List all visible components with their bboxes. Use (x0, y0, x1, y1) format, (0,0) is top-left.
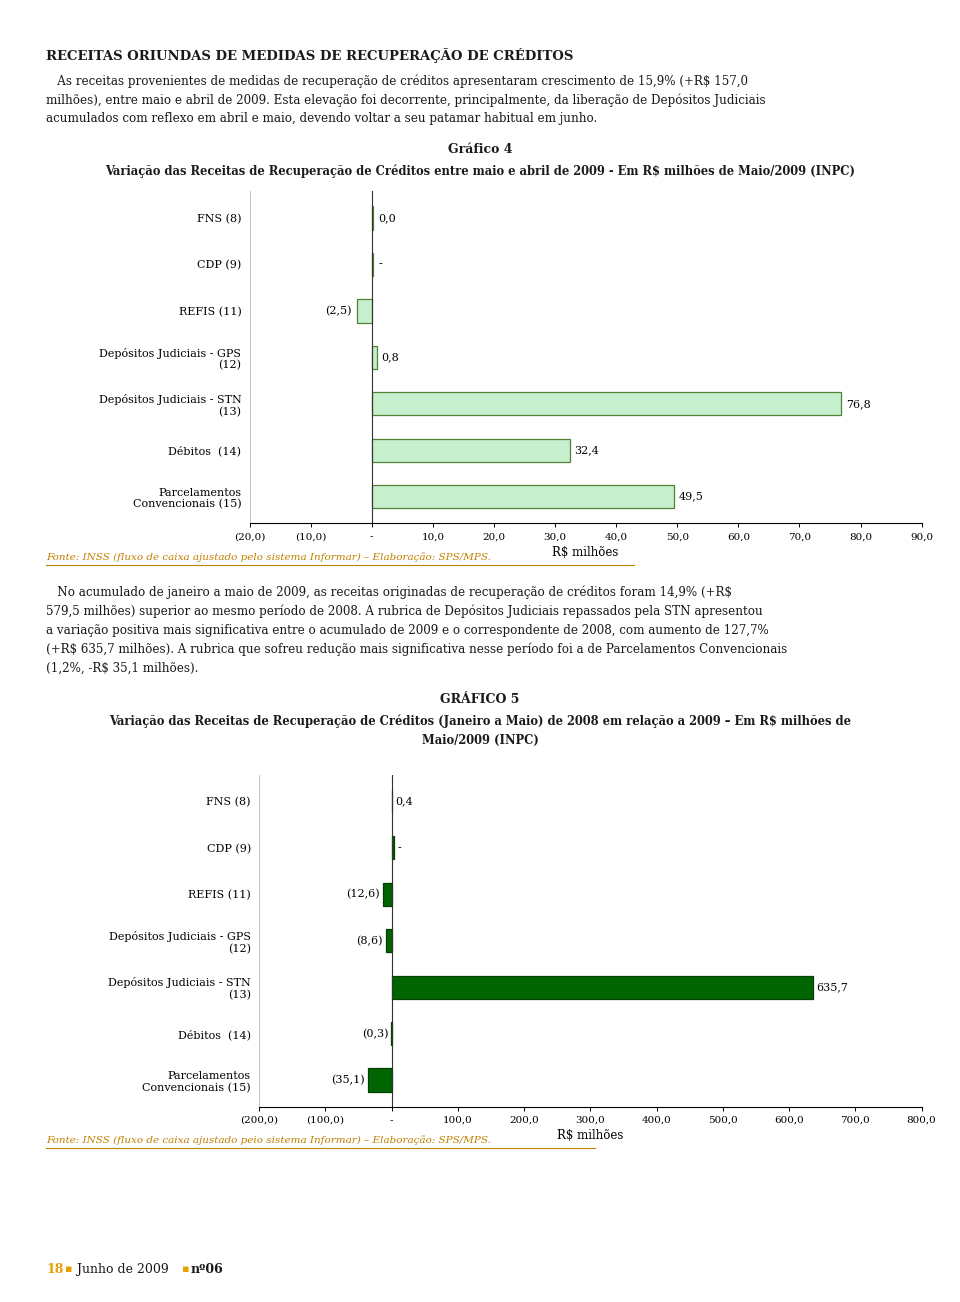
Text: No acumulado de janeiro a maio de 2009, as receitas originadas de recuperação de: No acumulado de janeiro a maio de 2009, … (46, 586, 732, 599)
Text: As receitas provenientes de medidas de recuperação de créditos apresentaram cres: As receitas provenientes de medidas de r… (46, 74, 748, 87)
Bar (372, 392, 841, 415)
Bar (372, 486, 674, 508)
Text: a variação positiva mais significativa entre o acumulado de 2009 e o corresponde: a variação positiva mais significativa e… (46, 624, 769, 637)
Text: (0,3): (0,3) (362, 1029, 388, 1039)
Text: (12,6): (12,6) (347, 889, 380, 900)
Text: 0,0: 0,0 (378, 214, 396, 223)
Text: 18: 18 (46, 1263, 63, 1276)
Text: Fonte: INSS (fluxo de caixa ajustado pelo sistema Informar) – Elaboração: SPS/MP: Fonte: INSS (fluxo de caixa ajustado pel… (46, 552, 491, 562)
Bar (392, 975, 813, 999)
Text: 635,7: 635,7 (816, 982, 848, 992)
Text: (+R$ 635,7 milhões). A rubrica que sofreu redução mais significativa nesse perío: (+R$ 635,7 milhões). A rubrica que sofre… (46, 643, 787, 656)
Bar (372, 253, 373, 276)
Text: (35,1): (35,1) (331, 1075, 365, 1085)
Bar (369, 1069, 392, 1091)
Text: (1,2%, -R$ 35,1 milhões).: (1,2%, -R$ 35,1 milhões). (46, 661, 199, 674)
Text: 579,5 milhões) superior ao mesmo período de 2008. A rubrica de Depósitos Judicia: 579,5 milhões) superior ao mesmo período… (46, 604, 763, 618)
Text: Variação das Receitas de Recuperação de Créditos (Janeiro a Maio) de 2008 em rel: Variação das Receitas de Recuperação de … (109, 715, 851, 728)
Text: acumulados com reflexo em abril e maio, devendo voltar a seu patamar habitual em: acumulados com reflexo em abril e maio, … (46, 112, 597, 125)
Text: GRÁFICO 5: GRÁFICO 5 (441, 693, 519, 706)
Text: 32,4: 32,4 (575, 445, 599, 456)
X-axis label: R$ milhões: R$ milhões (552, 546, 619, 559)
Text: (8,6): (8,6) (356, 936, 383, 945)
Bar (383, 883, 392, 906)
Text: 49,5: 49,5 (679, 492, 704, 501)
Text: Gráfico 4: Gráfico 4 (447, 143, 513, 156)
Text: Variação das Receitas de Recuperação de Créditos entre maio e abril de 2009 - Em: Variação das Receitas de Recuperação de … (105, 164, 855, 177)
Text: 0,4: 0,4 (396, 797, 413, 806)
Text: ▪: ▪ (182, 1264, 190, 1275)
Text: 0,8: 0,8 (381, 353, 399, 362)
Text: RECEITAS ORIUNDAS DE MEDIDAS DE RECUPERAÇÃO DE CRÉDITOS: RECEITAS ORIUNDAS DE MEDIDAS DE RECUPERA… (46, 48, 573, 64)
X-axis label: R$ milhões: R$ milhões (557, 1129, 624, 1142)
Text: Junho de 2009: Junho de 2009 (73, 1263, 173, 1276)
Text: (2,5): (2,5) (325, 306, 351, 316)
Text: Maio/2009 (INPC): Maio/2009 (INPC) (421, 734, 539, 746)
Text: ▪: ▪ (65, 1264, 73, 1275)
Text: 76,8: 76,8 (846, 398, 871, 409)
Text: -: - (378, 259, 382, 270)
Bar (372, 346, 376, 368)
Bar (372, 439, 569, 462)
Text: Fonte: INSS (fluxo de caixa ajustado peio sistema Informar) – Elaboração: SPS/MP: Fonte: INSS (fluxo de caixa ajustado pei… (46, 1135, 491, 1146)
Text: nº06: nº06 (190, 1263, 223, 1276)
Bar (356, 299, 372, 323)
Text: -: - (397, 842, 401, 853)
Bar (392, 836, 395, 859)
Bar (372, 207, 373, 229)
Text: milhões), entre maio e abril de 2009. Esta elevação foi decorrente, principalmen: milhões), entre maio e abril de 2009. Es… (46, 94, 766, 107)
Bar (386, 930, 392, 952)
